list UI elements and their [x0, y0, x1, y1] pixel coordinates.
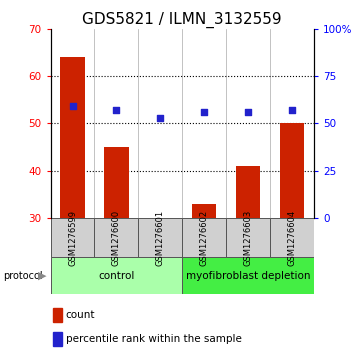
Point: [289, 107, 295, 113]
Point: [70, 103, 75, 109]
Text: ▶: ▶: [38, 271, 47, 281]
Bar: [51, 257, 182, 294]
Bar: [182, 257, 314, 294]
Bar: [95, 218, 138, 257]
Point: [113, 107, 119, 113]
Title: GDS5821 / ILMN_3132559: GDS5821 / ILMN_3132559: [83, 12, 282, 28]
Bar: [138, 218, 182, 257]
Bar: [280, 123, 304, 218]
Text: count: count: [66, 310, 95, 320]
Text: control: control: [98, 271, 135, 281]
Bar: [226, 218, 270, 257]
Bar: [270, 218, 314, 257]
Text: GSM1276600: GSM1276600: [112, 209, 121, 266]
Text: percentile rank within the sample: percentile rank within the sample: [66, 334, 242, 344]
Text: GSM1276604: GSM1276604: [288, 209, 297, 266]
Point: [245, 109, 251, 115]
Bar: [182, 218, 226, 257]
Text: protocol: protocol: [4, 271, 43, 281]
Bar: [192, 204, 216, 218]
Text: GSM1276599: GSM1276599: [68, 209, 77, 266]
Bar: [53, 309, 62, 322]
Text: GSM1276603: GSM1276603: [244, 209, 253, 266]
Bar: [53, 333, 62, 346]
Bar: [51, 218, 95, 257]
Point: [201, 109, 207, 115]
Bar: [104, 147, 129, 218]
Bar: [236, 166, 260, 218]
Text: GSM1276601: GSM1276601: [156, 209, 165, 266]
Text: myofibroblast depletion: myofibroblast depletion: [186, 271, 310, 281]
Text: GSM1276602: GSM1276602: [200, 209, 209, 266]
Bar: [60, 57, 84, 218]
Point: [157, 115, 163, 121]
